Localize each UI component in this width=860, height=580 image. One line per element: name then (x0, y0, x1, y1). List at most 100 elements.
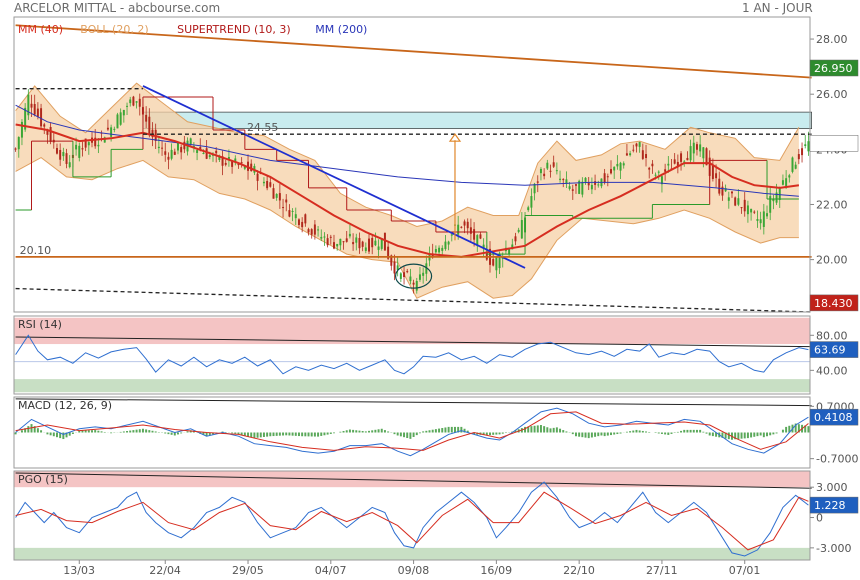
macd-histogram-bar (804, 425, 807, 433)
candle-body (122, 109, 125, 116)
macd-histogram-bar (756, 432, 759, 437)
candle-body (616, 163, 619, 167)
candle-body (151, 129, 154, 138)
candle-body (103, 137, 106, 143)
macd-histogram-bar (702, 431, 705, 433)
macd-histogram-bar (775, 432, 778, 434)
candle-body (727, 197, 730, 201)
candle-body (654, 174, 657, 176)
candle-body (393, 261, 396, 274)
macd-histogram-bar (167, 432, 170, 435)
macd-trendline (15, 398, 812, 407)
candle-body (574, 184, 577, 186)
macd-histogram-bar (463, 428, 466, 433)
candle-body (740, 207, 743, 209)
candle-body (87, 142, 90, 146)
macd-histogram-bar (333, 432, 335, 434)
candle-body (196, 150, 199, 153)
macd-histogram-bar (460, 426, 463, 433)
candle-body (539, 168, 542, 174)
macd-histogram-bar (129, 430, 132, 433)
macd-histogram-bar (164, 432, 167, 434)
candle-body (769, 196, 772, 213)
macd-histogram-bar (176, 432, 179, 435)
candle-body (648, 167, 651, 170)
candle-body (447, 241, 450, 245)
pgo-value-box-bg (809, 496, 859, 514)
candle-body (387, 246, 390, 259)
candle-body (132, 96, 135, 106)
candle-body (559, 178, 562, 180)
macd-histogram-bar (606, 432, 609, 436)
macd-histogram-bar (78, 430, 81, 433)
macd-histogram-bar (59, 432, 62, 439)
macd-histogram-bar (724, 432, 727, 439)
candle-body (584, 177, 587, 182)
macd-histogram-bar (498, 432, 501, 435)
candle-body (355, 237, 358, 243)
candle-body (508, 248, 511, 255)
candle-body (737, 198, 740, 205)
candle-body (167, 156, 170, 160)
macd-histogram-bar (785, 426, 788, 433)
candle-body (676, 161, 679, 168)
candle-body (603, 173, 606, 183)
macd-histogram-bar (103, 431, 106, 433)
macd-histogram-bar (145, 429, 148, 433)
macd-histogram-bar (387, 431, 390, 433)
candle-body (65, 153, 68, 164)
macd-histogram-bar (409, 432, 412, 439)
candle-body (635, 143, 638, 147)
candle-body (664, 169, 667, 172)
macd-value-box: 0.4108 (814, 411, 853, 424)
macd-histogram-bar (788, 425, 791, 433)
candle-body (24, 107, 27, 130)
macd-histogram-bar (55, 432, 58, 438)
candle-body (632, 149, 635, 151)
candle-body (406, 271, 409, 273)
macd-histogram-bar (530, 426, 533, 433)
candle-body (705, 148, 708, 166)
macd-histogram-bar (202, 432, 205, 436)
candle-body (568, 186, 571, 189)
candle-body (27, 94, 30, 116)
macd-histogram-bar (310, 432, 313, 437)
candle-body (613, 166, 616, 171)
macd-histogram-bar (759, 432, 762, 436)
candle-body (750, 208, 753, 213)
candle-body (412, 282, 415, 285)
candle-body (629, 153, 632, 156)
candle-body (113, 128, 116, 130)
candle-body (804, 144, 807, 146)
candle-body (797, 154, 800, 160)
macd-histogram-bar (14, 432, 17, 435)
macd-histogram-bar (680, 430, 683, 433)
candle-body (339, 238, 342, 246)
candle-body (345, 238, 348, 242)
candle-body (543, 173, 546, 177)
macd-histogram-bar (122, 431, 125, 433)
candle-body (409, 276, 412, 282)
macd-histogram-bar (208, 432, 211, 436)
macd-histogram-bar (339, 431, 342, 433)
candle-body (262, 181, 265, 184)
candle-body (762, 211, 765, 227)
x-tick-label: 09/08 (398, 564, 430, 577)
macd-histogram-bar (727, 432, 730, 440)
macd-histogram-bar (434, 429, 437, 433)
candle-body (227, 156, 230, 160)
pgo-overbought-zone (14, 471, 810, 488)
candle-body (368, 238, 371, 252)
legend-item: SUPERTREND (10, 3) (177, 23, 291, 36)
candle-body (511, 244, 514, 250)
candle-body (84, 138, 87, 148)
candle-body (673, 159, 676, 164)
macd-histogram-bar (361, 431, 364, 433)
macd-histogram-bar (664, 432, 667, 435)
macd-histogram-bar (180, 432, 183, 434)
macd-histogram-bar (482, 432, 485, 436)
candle-body (702, 147, 705, 159)
candle-body (119, 112, 122, 125)
macd-histogram-bar (132, 430, 135, 433)
rsi-ytick-label: 40.00 (816, 364, 848, 377)
